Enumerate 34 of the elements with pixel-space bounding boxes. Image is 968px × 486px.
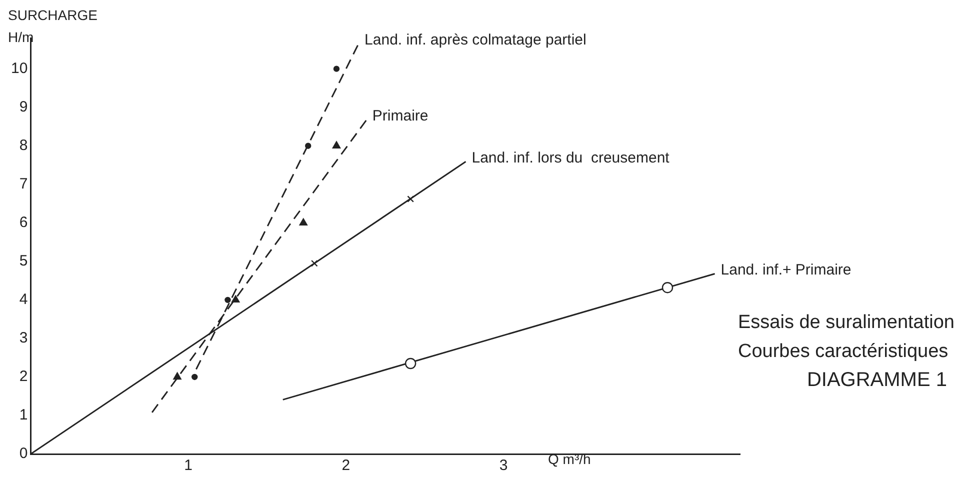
point: [305, 142, 312, 149]
text: DIAGRAMME 1: [806, 368, 947, 393]
point: [407, 196, 414, 202]
series-label: Primaire: [372, 108, 428, 125]
point: [662, 282, 674, 294]
point: [224, 296, 231, 304]
y-tick-label: 2: [19, 368, 28, 386]
point: [299, 218, 308, 226]
y-tick-label: 6: [19, 214, 28, 232]
y-tick-label: 0: [19, 445, 28, 462]
x-tick-label: 1: [184, 457, 192, 474]
point: [333, 66, 340, 72]
y-tick-label: 10: [10, 60, 28, 77]
series-label: Land. inf.+ Primaire: [720, 261, 852, 278]
point: [192, 374, 198, 380]
y-tick-label: 4: [19, 291, 28, 308]
x-tick-label: 3: [499, 457, 508, 474]
y-tick-label: 1: [19, 406, 28, 424]
series-label: Land. inf. lors du creusement: [472, 149, 670, 166]
point: [332, 141, 341, 148]
y-tick-label: 9: [19, 98, 28, 116]
point: [232, 295, 240, 303]
point: [173, 372, 182, 380]
point: [404, 358, 416, 370]
x-tick-label: 2: [342, 457, 350, 474]
y-tick-label: 8: [19, 136, 28, 154]
series-label: Land. inf. après colmatage partiel: [364, 31, 586, 48]
y-tick-label: 3: [19, 330, 28, 347]
annotation: Essais de suralimentation: [738, 311, 954, 335]
annotation: Courbes caractéristiques: [738, 340, 950, 364]
y-tick-label: 5: [19, 252, 28, 270]
point: [310, 260, 318, 267]
y-axis-title: SURCHARGE H/m: [8, 6, 98, 47]
y-tick-label: 7: [19, 176, 28, 193]
